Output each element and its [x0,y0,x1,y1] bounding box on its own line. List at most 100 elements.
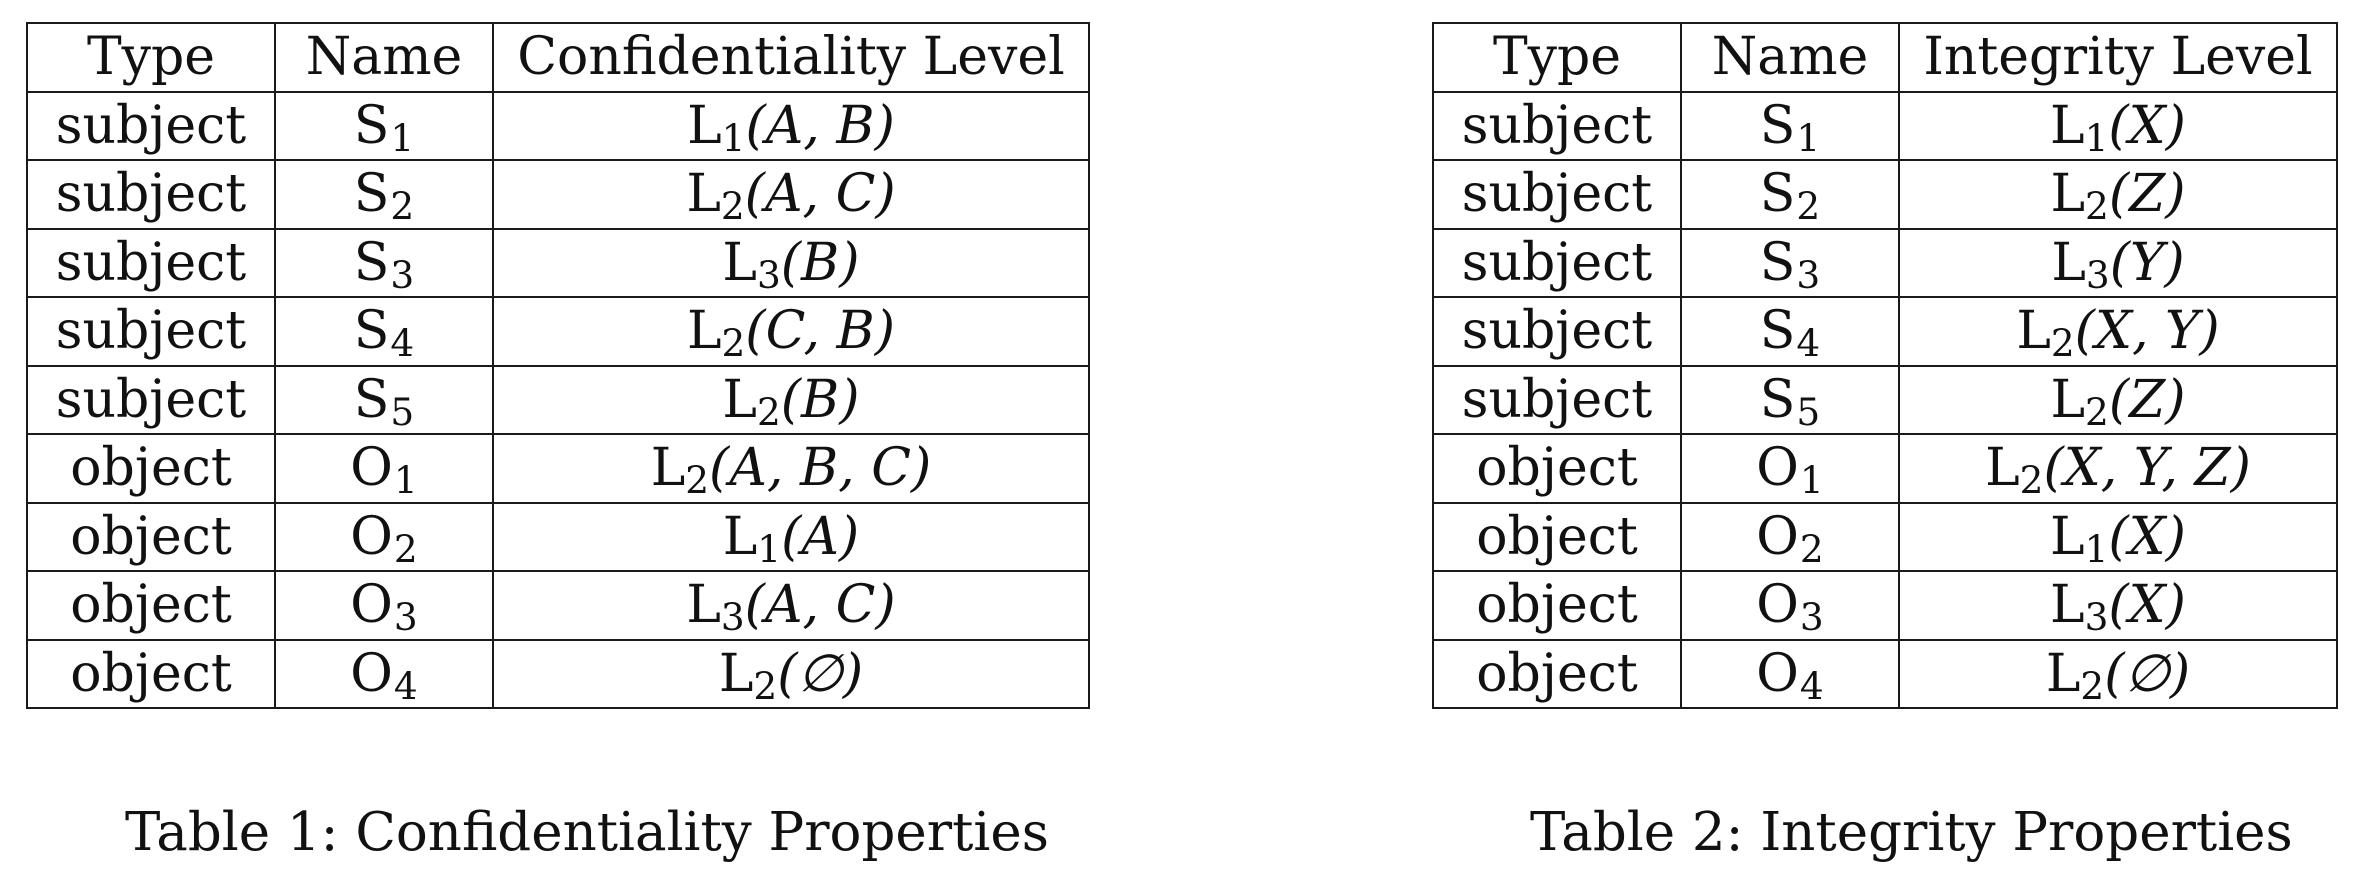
name-subscript: 2 [1796,184,1821,229]
confidentiality-table: Type Name Confidentiality Level subject S… [26,22,1090,709]
level-subscript: 2 [721,321,746,366]
table-row: subject S2 L2(Z) [1432,159,2338,230]
level-arguments: (B) [780,232,860,293]
header-level: Integrity Level [1898,22,2338,93]
cell-name: O3 [274,570,494,641]
level-arguments: (C, B) [745,301,896,362]
cell-name: O1 [274,433,494,504]
name-subscript: 3 [393,595,418,640]
cell-type: subject [1432,227,1682,298]
table-row: object O1 L2(A, B, C) [26,433,1090,504]
table-row: subject S1 L1(A, B) [26,90,1090,161]
name-base: O [350,438,393,499]
cell-level: L2(∅) [1898,638,2338,709]
cell-type: object [1432,501,1682,572]
cell-type: object [26,570,276,641]
table-row: object O2 L1(A) [26,501,1090,572]
name-subscript: 4 [1799,663,1824,708]
level-subscript: 3 [2084,595,2109,640]
name-base: S [353,95,390,156]
header-name: Name [274,22,494,93]
level-base: L [722,232,757,293]
cell-name: O2 [1680,501,1900,572]
name-subscript: 5 [390,389,415,434]
level-subscript: 2 [2080,663,2105,708]
cell-name: S3 [274,227,494,298]
cell-type: object [1432,638,1682,709]
level-base: L [2050,575,2085,636]
level-base: L [2016,301,2051,362]
cell-type: subject [26,364,276,435]
table-row: subject S2 L2(A, C) [26,159,1090,230]
name-base: O [1756,575,1799,636]
name-base: O [350,575,393,636]
cell-type: subject [1432,90,1682,161]
cell-type: object [1432,570,1682,641]
cell-level: L2(C, B) [492,296,1090,367]
cell-level: L1(X) [1898,501,2338,572]
level-arguments: (Y) [2109,232,2185,293]
cell-type: object [26,501,276,572]
cell-level: L2(X, Y) [1898,296,2338,367]
name-subscript: 1 [390,115,415,160]
table-row: subject S3 L3(B) [26,227,1090,298]
name-base: O [1756,438,1799,499]
cell-name: S1 [1680,90,1900,161]
cell-name: S4 [1680,296,1900,367]
name-subscript: 4 [393,663,418,708]
level-arguments: (X) [2108,506,2186,567]
table-row: object O2 L1(X) [1432,501,2338,572]
level-subscript: 2 [720,184,745,229]
level-base: L [1985,438,2020,499]
name-subscript: 1 [1799,458,1824,503]
level-arguments: (Z) [2108,164,2186,225]
level-subscript: 2 [753,663,778,708]
name-subscript: 1 [1796,115,1821,160]
level-arguments: (A, B) [745,95,895,156]
confidentiality-table-block: Type Name Confidentiality Level subject S… [26,22,1090,709]
cell-name: S2 [274,159,494,230]
name-subscript: 4 [1796,321,1821,366]
table-row: subject S5 L2(Z) [1432,364,2338,435]
cell-type: subject [1432,296,1682,367]
level-arguments: (X) [2108,95,2186,156]
cell-type: object [26,638,276,709]
level-base: L [687,95,722,156]
table-row: subject S4 L2(C, B) [26,296,1090,367]
level-arguments: (A) [781,506,860,567]
cell-name: S1 [274,90,494,161]
table-2-caption: Table 2: Integrity Properties [1530,802,2293,863]
level-base: L [722,506,758,567]
cell-type: subject [1432,159,1682,230]
name-base: S [1759,369,1796,430]
name-subscript: 1 [393,458,418,503]
cell-name: O1 [1680,433,1900,504]
cell-type: subject [26,227,276,298]
cell-level: L2(B) [492,364,1090,435]
cell-name: S2 [1680,159,1900,230]
level-subscript: 2 [756,389,781,434]
cell-level: L2(Z) [1898,159,2338,230]
table-row: object O3 L3(A, C) [26,570,1090,641]
level-subscript: 3 [720,595,745,640]
cell-level: L3(Y) [1898,227,2338,298]
level-base: L [2050,506,2085,567]
level-subscript: 2 [2019,458,2044,503]
cell-level: L1(A, B) [492,90,1090,161]
header-type: Type [1432,22,1682,93]
name-subscript: 4 [390,321,415,366]
name-base: O [1756,506,1799,567]
cell-type: object [1432,433,1682,504]
name-base: S [353,164,390,225]
level-subscript: 1 [2084,526,2109,571]
level-base: L [2050,369,2085,430]
level-arguments: (B) [780,369,860,430]
level-subscript: 2 [685,458,710,503]
table-row: subject S3 L3(Y) [1432,227,2338,298]
name-base: O [350,643,393,704]
level-arguments: (X, Y) [2074,301,2220,362]
table-row: object O4 L2(∅) [1432,638,2338,709]
level-subscript: 1 [757,526,782,571]
name-base: S [353,232,390,293]
cell-type: subject [26,90,276,161]
